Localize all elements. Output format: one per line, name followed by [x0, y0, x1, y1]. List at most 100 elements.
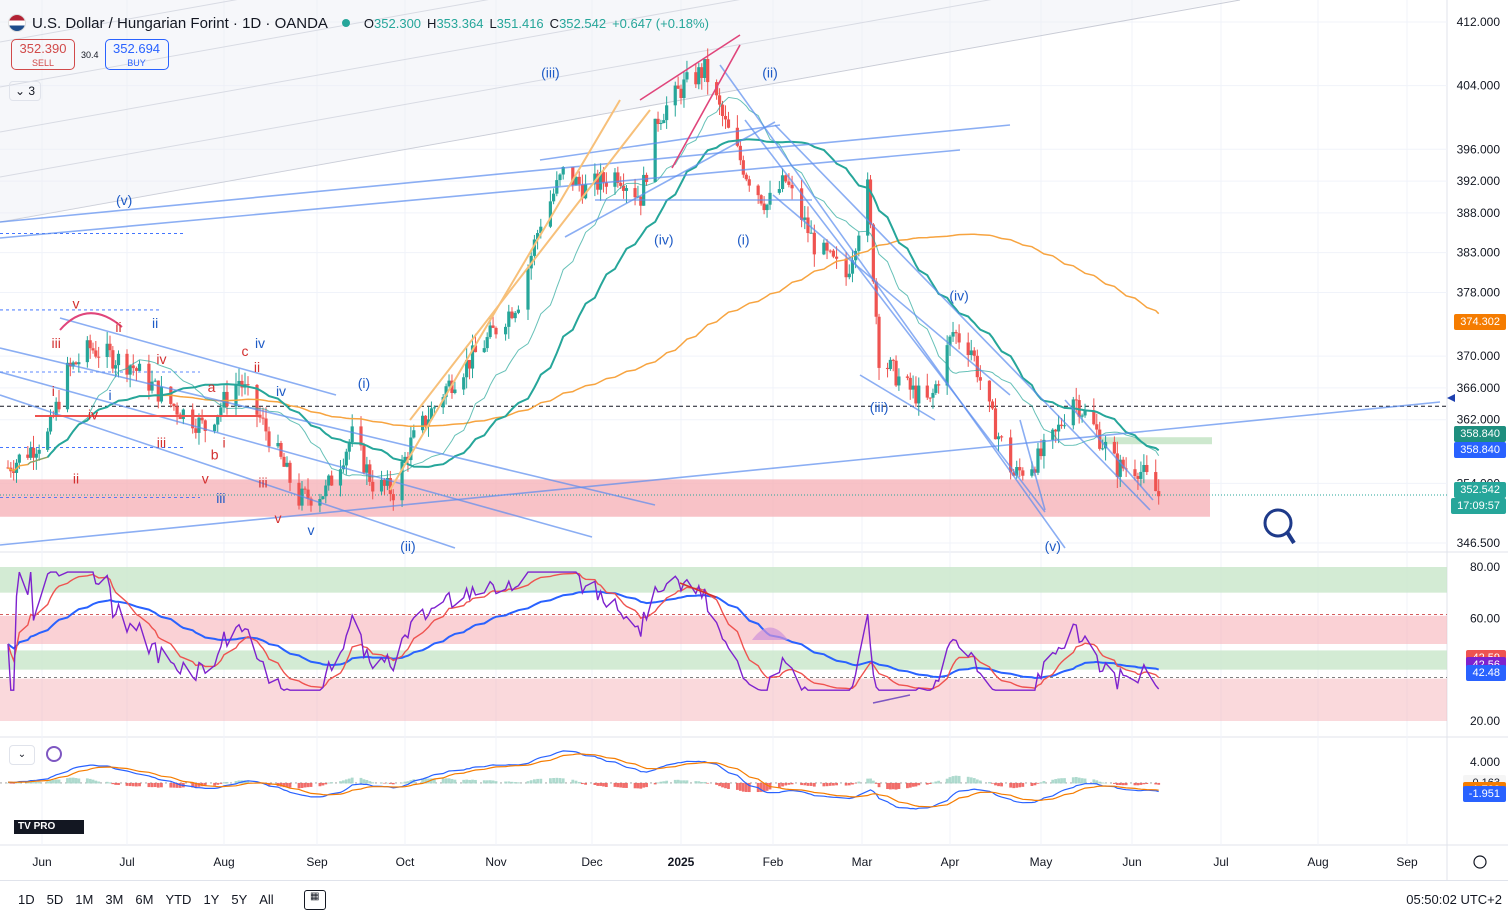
macd-bar [656, 782, 660, 784]
candle-body [697, 67, 701, 85]
tradingview-logo: TV PRO [14, 820, 84, 834]
macd-bar [450, 779, 454, 784]
range-buttons: 1D 5D 1M 3M 6M YTD 1Y 5Y All [18, 892, 274, 907]
candle-body [891, 359, 895, 361]
indicators-collapse-button[interactable]: ⌄ 3 [9, 81, 41, 101]
macd-bar [371, 782, 375, 784]
macd-axis-tick: 4.000 [1470, 755, 1500, 769]
range-5d[interactable]: 5D [46, 892, 64, 907]
price-axis-tick: 412.000 [1457, 15, 1501, 29]
range-1d[interactable]: 1D [18, 892, 35, 907]
macd-bar [91, 779, 95, 784]
chart-canvas[interactable]: (iii) (ii)(v)(iv) (i)(iv)(i)(iii)(ii) (v)vi… [0, 0, 1508, 880]
macd-bar [339, 781, 342, 784]
candles [6, 48, 1161, 513]
candle-body [156, 380, 160, 402]
range-ytd[interactable]: YTD [165, 892, 192, 907]
macd-bar [604, 782, 608, 788]
candle-body [116, 353, 121, 366]
last-price-label: 352.542 [1454, 481, 1506, 498]
range-1y[interactable]: 1Y [203, 892, 220, 907]
macd-bar [282, 782, 286, 788]
candle-body [1039, 448, 1043, 457]
macd-bar [15, 782, 18, 784]
trend-line [0, 401, 1441, 546]
candle-body [219, 407, 223, 415]
candle-body [327, 475, 331, 486]
candle-body [659, 123, 663, 125]
candle-body [194, 428, 198, 433]
refresh-icon[interactable] [46, 746, 62, 762]
calendar-icon[interactable]: ▦ [303, 889, 326, 910]
symbol-title[interactable]: U.S. Dollar / Hungarian Forint · 1D · OA… [32, 14, 328, 32]
wave-label: a [208, 379, 216, 395]
candle-body [234, 384, 238, 407]
candle-body [679, 88, 683, 98]
candle-body [616, 172, 620, 183]
bar-countdown-label: 17:09:57 [1451, 497, 1506, 514]
clock-readout[interactable]: 05:50:02 UTC+2 [1406, 892, 1502, 907]
macd-bar [462, 779, 466, 784]
macd-bar [88, 778, 92, 784]
candle-body [972, 350, 976, 356]
macd-bar [822, 782, 826, 787]
macd-bar [828, 782, 832, 786]
candle-body [966, 342, 970, 356]
candle-body [777, 189, 781, 193]
candle-body [1059, 424, 1064, 426]
macd-bar [685, 780, 689, 784]
macd-bar [759, 782, 763, 792]
macd-bar [447, 778, 451, 784]
macd-bar [54, 779, 58, 784]
macd-bar [574, 780, 578, 784]
macd-bar [504, 781, 507, 784]
range-1m[interactable]: 1M [75, 892, 94, 907]
wedge-line [639, 34, 741, 101]
macd-bar [365, 779, 369, 784]
wave-label: ii [152, 315, 158, 331]
macd-bar [874, 782, 878, 784]
candle-body [993, 408, 998, 440]
pane-collapse-button[interactable]: ⌄ [9, 745, 35, 765]
candle-body [12, 471, 16, 473]
buy-button[interactable]: 352.694 BUY [104, 39, 169, 70]
candle-body [467, 359, 472, 369]
macd-bar [526, 781, 530, 784]
ohlc-value: 352.542 [559, 15, 607, 31]
macd-bar [625, 782, 628, 788]
macd-bar [1033, 782, 1037, 786]
macd-bar [1118, 782, 1122, 786]
macd-bar [888, 782, 892, 790]
macd-bar [577, 781, 581, 784]
candle-body [1054, 429, 1058, 432]
macd-bar [1039, 782, 1043, 784]
macd-bar [1051, 779, 1055, 784]
rsi-axis-tick: 20.00 [1470, 714, 1500, 728]
candle-body [532, 239, 536, 256]
fib-line-orange [389, 99, 621, 491]
range-all[interactable]: All [259, 892, 274, 907]
wave-label: c [242, 343, 249, 359]
price-axis-tick: 370.000 [1457, 349, 1501, 363]
macd-bar [68, 777, 72, 784]
macd-bar [37, 781, 41, 784]
macd-bar [1145, 782, 1149, 784]
wave-label: i [52, 383, 55, 399]
range-3m[interactable]: 3M [105, 892, 124, 907]
candle-body [948, 336, 952, 346]
wave-label: (ii) [400, 538, 416, 554]
range-6m[interactable]: 6M [135, 892, 154, 907]
candle-body [1021, 470, 1025, 476]
macd-bar [866, 778, 870, 784]
candle-body [388, 478, 392, 495]
rsi-axis-tick: 80.00 [1470, 560, 1500, 574]
macd-bar [111, 782, 115, 785]
range-5y[interactable]: 5Y [231, 892, 248, 907]
fib-line-orange [409, 109, 651, 421]
macd-bar [1000, 782, 1003, 787]
macd-bar [494, 781, 498, 784]
macd-bar [682, 780, 686, 784]
sell-button[interactable]: 352.390 SELL [11, 39, 75, 70]
candle-body [200, 417, 204, 421]
candle-body [97, 356, 101, 358]
